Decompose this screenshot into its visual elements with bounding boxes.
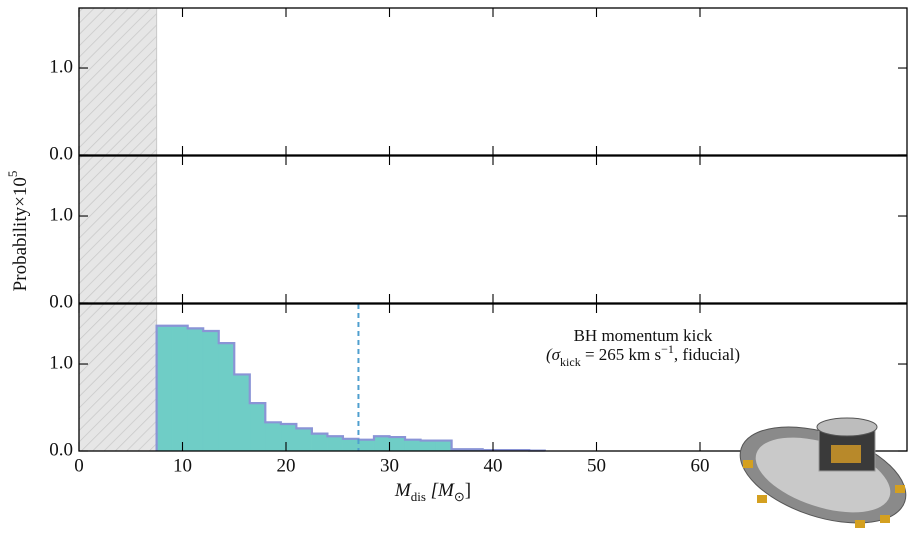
y-axis-label-exponent: 5 xyxy=(5,171,20,178)
x-tick-label: 50 xyxy=(587,455,606,476)
histogram-bar xyxy=(389,436,406,452)
x-axis-label: Mdis [M⊙] xyxy=(394,480,471,504)
x-tick-label: 40 xyxy=(484,455,503,476)
y-axis-label-text: Probability×10 xyxy=(10,177,31,291)
x-tick-label: 10 xyxy=(173,455,192,476)
x-tick-label: 0 xyxy=(74,455,84,476)
histogram-bar xyxy=(296,428,313,452)
excluded-region xyxy=(78,7,158,156)
histogram-bar xyxy=(156,325,173,452)
panel-frame xyxy=(78,155,908,304)
histogram-bar xyxy=(234,374,251,452)
histogram-bar xyxy=(311,433,328,452)
histogram-bar xyxy=(358,439,375,452)
y-tick-label: 1.0 xyxy=(49,352,73,373)
histogram-bar xyxy=(187,328,204,452)
excluded-region xyxy=(78,155,158,304)
x-axis-label-part: M xyxy=(394,480,412,501)
histogram-bar xyxy=(420,440,437,452)
histogram-bar xyxy=(327,435,344,452)
y-tick-label: 0.0 xyxy=(49,291,73,312)
excluded-region xyxy=(78,303,158,452)
x-tick-label: 60 xyxy=(691,455,710,476)
annotation-detail: (σkick = 265 km s−1, fiducial) xyxy=(546,342,740,369)
panel-frame xyxy=(78,7,908,156)
histogram-outline xyxy=(155,324,546,452)
histogram-bar xyxy=(171,325,188,452)
histogram-bar xyxy=(249,402,266,452)
annotation-part: kick xyxy=(560,355,581,369)
histogram-bar xyxy=(280,423,297,452)
annotation-part: (σ xyxy=(546,345,561,364)
x-axis-label-part: [M xyxy=(426,480,455,501)
y-tick-label: 1.0 xyxy=(49,56,73,77)
annotation-part: , fiducial) xyxy=(674,345,740,364)
y-tick-label: 0.0 xyxy=(49,439,73,460)
x-axis-label-part: dis xyxy=(411,489,426,504)
histogram-bar xyxy=(404,439,421,452)
histogram-bar xyxy=(435,440,452,452)
y-tick-label: 0.0 xyxy=(49,143,73,164)
histogram-bar xyxy=(218,342,235,452)
x-axis-label-part: ⊙ xyxy=(454,489,465,504)
y-axis-label: Probability×105 xyxy=(5,171,31,292)
x-axis-label-part: ] xyxy=(465,480,471,501)
y-tick-label: 1.0 xyxy=(49,204,73,225)
annotation-part: −1 xyxy=(661,342,674,356)
x-tick-label: 30 xyxy=(380,455,399,476)
histogram-bar xyxy=(373,435,390,452)
annotation: BH momentum kick xyxy=(574,326,713,345)
annotation-part: = 265 km s xyxy=(581,345,661,364)
histogram-bar xyxy=(265,422,282,452)
histogram-bar xyxy=(202,330,219,452)
x-tick-label: 20 xyxy=(277,455,296,476)
satellite-illustration xyxy=(739,417,907,528)
histogram-bar xyxy=(342,438,359,452)
